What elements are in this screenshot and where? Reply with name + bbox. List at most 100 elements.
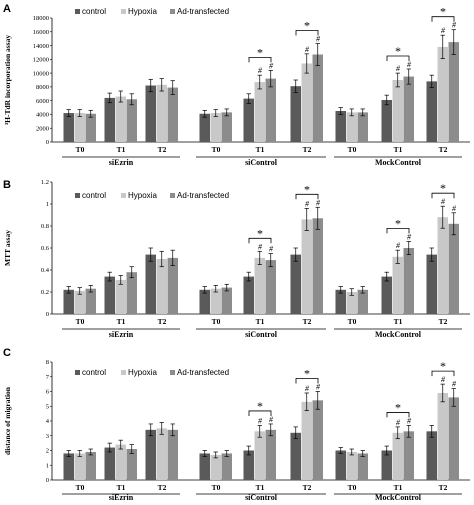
bar (437, 46, 448, 142)
bar (221, 453, 232, 480)
significance-star: * (304, 18, 310, 32)
significance-star: * (257, 45, 263, 59)
significance-bracket (386, 55, 410, 61)
significance-bracket (248, 237, 272, 244)
significance-star: * (304, 182, 310, 196)
legend-label: Hypoxia (128, 7, 157, 16)
bar (392, 432, 403, 480)
bar (265, 260, 276, 314)
y-tick-label: 2 (46, 448, 49, 455)
x-tick-label: T0 (76, 317, 85, 326)
y-axis-label: MTT assay (3, 230, 12, 266)
legend-label: Ad-transfected (177, 368, 229, 377)
x-tick-label: T0 (348, 145, 357, 154)
x-tick-label: T0 (212, 145, 221, 154)
panel-c: C 0 1 2 3 4 5 6 7 8 distance of migration control Hy… (3, 347, 470, 502)
x-tick-label: T2 (158, 483, 167, 492)
y-tick-label: 0 (46, 311, 49, 318)
bar (426, 254, 437, 314)
y-axis-label: distance of migration (3, 386, 12, 455)
hash-mark: # (396, 64, 401, 73)
x-tick-label: T1 (256, 483, 265, 492)
significance-star: * (395, 44, 401, 58)
panel-letter: B (3, 179, 11, 191)
group-label: MockControl (375, 158, 422, 167)
y-tick-label: 1 (46, 462, 49, 469)
bar (346, 112, 357, 142)
bar (312, 400, 323, 480)
x-tick-label: T0 (212, 483, 221, 492)
x-tick-label: T0 (212, 317, 221, 326)
legend-swatch-ad-transfected (170, 9, 175, 14)
bar (115, 96, 126, 142)
bar (448, 42, 459, 142)
bar (63, 453, 74, 480)
bar (167, 429, 178, 480)
significance-bracket (295, 193, 319, 200)
y-tick-label: 0.4 (41, 267, 50, 274)
bar (426, 81, 437, 142)
hash-mark: # (316, 34, 321, 43)
group-label: MockControl (375, 493, 422, 500)
hash-mark: # (452, 380, 457, 389)
legend-swatch-hypoxia (121, 370, 126, 375)
bar (74, 113, 85, 142)
bar (301, 219, 312, 314)
bar (346, 451, 357, 480)
x-tick-label: T1 (394, 317, 403, 326)
panel-a: A 0 2000 4000 6000 8000 10000 12000 14000 16000 18… (3, 3, 470, 167)
bar (74, 290, 85, 314)
bar (104, 447, 115, 480)
significance-star: * (395, 400, 401, 414)
y-tick-label: 4000 (36, 112, 49, 119)
bar (335, 289, 346, 314)
x-tick-label: T0 (348, 317, 357, 326)
bar (115, 279, 126, 314)
legend-label: control (82, 368, 106, 377)
bar (145, 254, 156, 314)
panel-b: B 0 0.2 0.4 0.6 0.8 1 1.2 MTT assay control Hypoxi… (3, 179, 470, 339)
x-tick-label: T1 (117, 317, 126, 326)
bar (145, 85, 156, 142)
bar (63, 289, 74, 314)
bar (85, 288, 96, 314)
bar (254, 431, 265, 480)
x-tick-label: T2 (439, 483, 448, 492)
hash-mark: # (441, 197, 446, 206)
legend-swatch-ad-transfected (170, 370, 175, 375)
bar (156, 259, 167, 314)
bar (290, 432, 301, 480)
hash-mark: # (452, 21, 457, 30)
y-tick-label: 0.8 (41, 223, 49, 230)
y-tick-label: 10000 (33, 70, 49, 77)
bar (426, 431, 437, 480)
hash-mark: # (441, 26, 446, 35)
bar (254, 82, 265, 142)
x-tick-label: T0 (76, 483, 85, 492)
bar (210, 288, 221, 314)
y-tick-label: 7 (46, 374, 50, 381)
bar (167, 87, 178, 142)
hash-mark: # (407, 232, 412, 241)
y-tick-label: 18000 (33, 15, 49, 22)
y-tick-label: 14000 (33, 43, 49, 50)
bar (156, 84, 167, 142)
bar (403, 248, 414, 314)
legend-swatch-control (75, 9, 80, 14)
panel-letter: C (3, 347, 11, 359)
legend-label: Hypoxia (128, 191, 157, 200)
group-label: siEzrin (109, 330, 134, 339)
x-tick-label: T2 (158, 317, 167, 326)
y-tick-label: 1 (46, 201, 49, 208)
hash-mark: # (269, 61, 274, 70)
bar (243, 276, 254, 314)
significance-bracket (248, 410, 272, 416)
bar (437, 217, 448, 314)
bar (167, 257, 178, 314)
x-tick-label: T2 (158, 145, 167, 154)
x-tick-label: T2 (439, 145, 448, 154)
y-tick-label: 8 (46, 359, 49, 366)
bar (301, 63, 312, 142)
bar (199, 453, 210, 480)
bar (312, 218, 323, 314)
